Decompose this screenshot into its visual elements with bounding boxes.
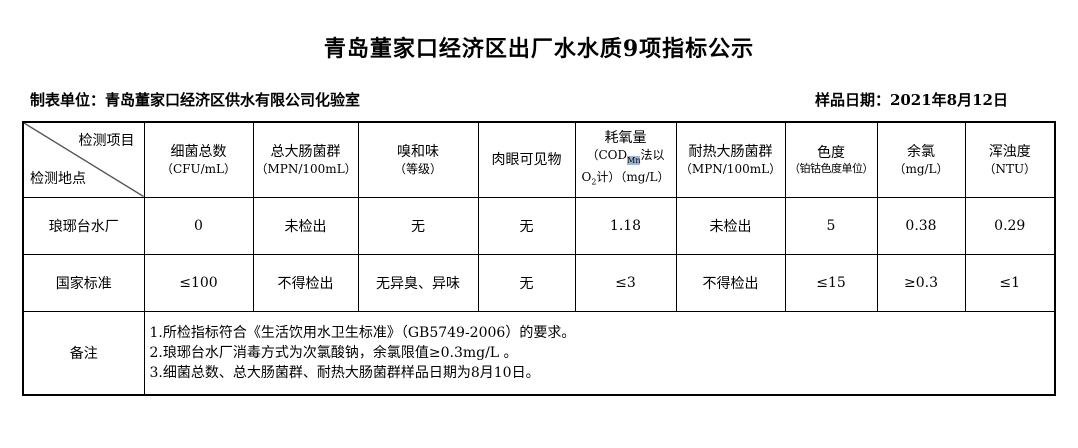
table-row-national-standard: 国家标准 ≤100 不得检出 无异臭、异味 无 ≤3 不得检出 ≤15 ≥0.3… bbox=[22, 253, 1056, 312]
corner-label-locations: 检测地点 bbox=[30, 170, 86, 187]
cod-unit-line1: （CODMn法以 bbox=[586, 148, 665, 165]
sample-date-label: 样品日期：2021年8月12日 bbox=[814, 91, 1008, 109]
water-quality-table: 检测项目 检测地点 细菌总数 （CFU/mL） 总大肠菌群 （MPN/100mL… bbox=[22, 121, 1056, 396]
meta-row: 制表单位：青岛董家口经济区供水有限公司化验室 样品日期：2021年8月12日 bbox=[30, 89, 1008, 110]
cod-mn-subscript: Mn bbox=[627, 155, 641, 165]
cell-value: 未检出 bbox=[252, 196, 359, 255]
header-row: 检测项目 检测地点 细菌总数 （CFU/mL） 总大肠菌群 （MPN/100mL… bbox=[22, 121, 1056, 198]
col-header-bacteria-count: 细菌总数 （CFU/mL） bbox=[143, 121, 254, 198]
cell-value: 不得检出 bbox=[252, 253, 359, 312]
diagonal-divider-line bbox=[24, 123, 144, 197]
col-header-thermotolerant-coliform: 耐热大肠菌群 （MPN/100mL） bbox=[675, 121, 786, 198]
cell-value: 无 bbox=[477, 253, 576, 312]
corner-label-items: 检测项目 bbox=[78, 133, 135, 149]
maker-unit-label: 制表单位：青岛董家口经济区供水有限公司化验室 bbox=[30, 91, 361, 109]
remark-line-3: 3.细菌总数、总大肠菌群、耐热大肠菌群样品日期为8月10日。 bbox=[149, 364, 540, 381]
col-header-oxygen-consumption: 耗氧量 （CODMn法以 O2计）（mg/L） bbox=[574, 121, 677, 198]
col-header-total-coliform: 总大肠菌群 （MPN/100mL） bbox=[252, 121, 359, 198]
remark-line-2: 2.琅琊台水厂消毒方式为次氯酸钠，余氯限值≥0.3mg/L 。 bbox=[149, 344, 518, 361]
cell-value: ≤1 bbox=[964, 253, 1056, 312]
row-label: 琅琊台水厂 bbox=[22, 196, 145, 255]
table-row-langyatai: 琅琊台水厂 0 未检出 无 无 1.18 未检出 5 0.38 0.29 bbox=[22, 196, 1056, 255]
remark-label: 备注 bbox=[22, 310, 145, 396]
cell-value: 1.18 bbox=[574, 196, 677, 255]
cell-value: 5 bbox=[784, 196, 878, 255]
cell-value: ≤15 bbox=[784, 253, 878, 312]
cell-value: 无异臭、异味 bbox=[357, 253, 479, 312]
cell-value: 无 bbox=[477, 196, 576, 255]
o2-subscript: 2 bbox=[591, 177, 597, 187]
cod-unit-line2: O2计）（mg/L） bbox=[581, 169, 670, 187]
col-header-visible-matter: 肉眼可见物 bbox=[477, 121, 576, 198]
cell-value: 0.29 bbox=[964, 196, 1056, 255]
page-title: 青岛董家口经济区出厂水水质9项指标公示 bbox=[323, 36, 755, 62]
col-header-odor-taste: 嗅和味 （等级） bbox=[357, 121, 479, 198]
cell-value: 无 bbox=[357, 196, 479, 255]
cell-value: 未检出 bbox=[675, 196, 786, 255]
remark-content: 1.所检指标符合《生活饮用水卫生标准》（GB5749-2006）的要求。 2.琅… bbox=[143, 310, 1056, 396]
remark-row: 备注 1.所检指标符合《生活饮用水卫生标准》（GB5749-2006）的要求。 … bbox=[22, 310, 1056, 396]
cell-value: 0 bbox=[143, 196, 254, 255]
col-header-chroma: 色度 （铂钴色度单位） bbox=[784, 121, 878, 198]
row-label: 国家标准 bbox=[22, 253, 145, 312]
cell-value: 不得检出 bbox=[675, 253, 786, 312]
cell-value: 0.38 bbox=[876, 196, 966, 255]
cell-value: ≥0.3 bbox=[876, 253, 966, 312]
cell-value: ≤3 bbox=[574, 253, 677, 312]
remark-line-1: 1.所检指标符合《生活饮用水卫生标准》（GB5749-2006）的要求。 bbox=[149, 324, 576, 341]
cell-value: ≤100 bbox=[143, 253, 254, 312]
col-header-turbidity: 浑浊度 （NTU） bbox=[964, 121, 1056, 198]
col-header-residual-chlorine: 余氯 （mg/L） bbox=[876, 121, 966, 198]
corner-cell: 检测项目 检测地点 bbox=[22, 121, 145, 198]
